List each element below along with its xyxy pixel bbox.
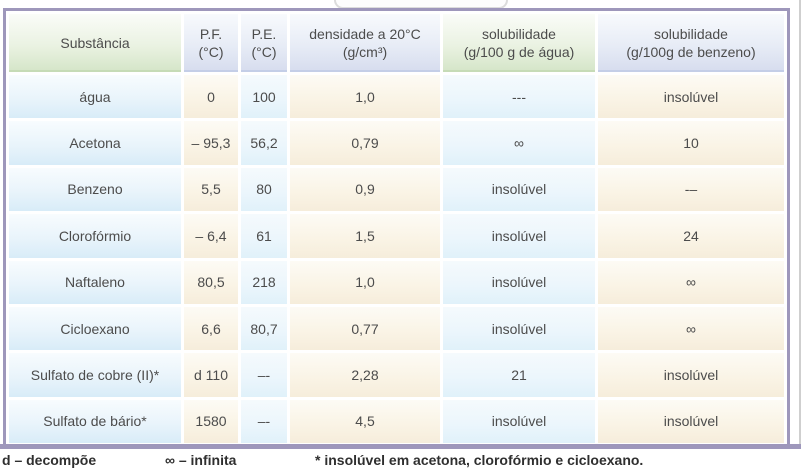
table-row: Benzeno 5,5 80 0,9 insolúvel -– xyxy=(9,167,784,212)
cell-pe: 56,2 xyxy=(241,121,287,165)
cell-pf: 80,5 xyxy=(184,260,238,304)
cell-solubilidade-benzeno: insolúvel xyxy=(598,399,784,443)
table-row: Cicloexano 6,6 80,7 0,77 insolúvel ∞ xyxy=(9,306,784,351)
column-header-label: P.F. xyxy=(199,26,223,42)
cell-pe: 80,7 xyxy=(241,306,287,351)
substance-name: Sulfato de bário* xyxy=(9,399,181,443)
cell-pe: –- xyxy=(241,399,287,443)
cell-solubilidade-agua: insolúvel xyxy=(443,167,595,212)
cell-densidade: 0,9 xyxy=(290,167,440,212)
right-edge-line xyxy=(799,0,801,448)
substance-name: Clorofórmio xyxy=(9,214,181,258)
cell-pf: – 95,3 xyxy=(184,121,238,165)
cell-solubilidade-agua: insolúvel xyxy=(443,260,595,304)
table-row: Acetona – 95,3 56,2 0,79 ∞ 10 xyxy=(9,121,784,165)
cell-solubilidade-agua: insolúvel xyxy=(443,214,595,258)
column-header-pf: P.F. (°C) xyxy=(184,14,238,72)
column-header-unit: (°C) xyxy=(251,44,277,60)
cell-pe: 100 xyxy=(241,75,287,119)
substance-name: Benzeno xyxy=(9,167,181,212)
substance-name: água xyxy=(9,75,181,119)
cell-solubilidade-benzeno: -– xyxy=(598,167,784,212)
table-row: água 0 100 1,0 --- insolúvel xyxy=(9,75,784,119)
column-header-solubilidade-agua: solubilidade (g/100 g de água) xyxy=(443,14,595,72)
cell-solubilidade-agua: 21 xyxy=(443,353,595,397)
legend-infinita: ∞ – infinita xyxy=(165,452,237,468)
header-row: Substância P.F. (°C) P.E. (°C) densidade a 20… xyxy=(9,14,784,72)
cell-densidade: 0,79 xyxy=(290,121,440,165)
cell-densidade: 1,5 xyxy=(290,214,440,258)
table-row: Sulfato de bário* 1580 –- 4,5 insolúvel insol… xyxy=(9,399,784,443)
substance-name: Sulfato de cobre (II)* xyxy=(9,353,181,397)
cell-pe: 80 xyxy=(241,167,287,212)
column-header-label: solubilidade xyxy=(482,26,556,42)
substance-name: Naftaleno xyxy=(9,260,181,304)
column-header-solubilidade-benzeno: solubilidade (g/100g de benzeno) xyxy=(598,14,784,72)
column-header-unit: (g/cm³) xyxy=(342,44,388,60)
column-header-label: solubilidade xyxy=(654,26,728,42)
cell-solubilidade-agua: ∞ xyxy=(443,121,595,165)
cell-pf: 5,5 xyxy=(184,167,238,212)
cell-pe: 218 xyxy=(241,260,287,304)
cell-solubilidade-benzeno: insolúvel xyxy=(598,75,784,119)
column-header-label: densidade a 20°C xyxy=(309,26,421,42)
cell-pe: –- xyxy=(241,353,287,397)
cell-densidade: 4,5 xyxy=(290,399,440,443)
cell-pf: 1580 xyxy=(184,399,238,443)
column-header-label: Substância xyxy=(60,35,130,51)
legend: d – decompõe ∞ – infinita * insolúvel em… xyxy=(2,452,801,468)
column-header-pe: P.E. (°C) xyxy=(241,14,287,72)
cell-densidade: 0,77 xyxy=(290,306,440,351)
column-header-densidade: densidade a 20°C (g/cm³) xyxy=(290,14,440,72)
cell-densidade: 1,0 xyxy=(290,75,440,119)
table-row: Clorofórmio – 6,4 61 1,5 insolúvel 24 xyxy=(9,214,784,258)
cell-pf: d 110 xyxy=(184,353,238,397)
column-header-unit: (g/100g de benzeno) xyxy=(626,44,756,60)
table-row: Naftaleno 80,5 218 1,0 insolúvel ∞ xyxy=(9,260,784,304)
table-row: Sulfato de cobre (II)* d 110 –- 2,28 21 insol… xyxy=(9,353,784,397)
column-header-substancia: Substância xyxy=(9,14,181,72)
cell-pf: – 6,4 xyxy=(184,214,238,258)
column-header-unit: (g/100 g de água) xyxy=(463,44,575,60)
cell-pf: 0 xyxy=(184,75,238,119)
cell-solubilidade-benzeno: ∞ xyxy=(598,306,784,351)
cell-pe: 61 xyxy=(241,214,287,258)
column-header-unit: (°C) xyxy=(198,44,224,60)
cell-solubilidade-agua: --- xyxy=(443,75,595,119)
legend-insoluvel-note: * insolúvel em acetona, clorofórmio e ci… xyxy=(315,452,644,468)
column-header-label: P.E. xyxy=(251,26,277,42)
cell-solubilidade-benzeno: 24 xyxy=(598,214,784,258)
bottom-rule xyxy=(0,444,801,449)
cell-densidade: 2,28 xyxy=(290,353,440,397)
cell-solubilidade-benzeno: 10 xyxy=(598,121,784,165)
substance-properties-table: Substância P.F. (°C) P.E. (°C) densidade a 20… xyxy=(3,8,790,449)
cell-solubilidade-benzeno: ∞ xyxy=(598,260,784,304)
cell-solubilidade-agua: insolúvel xyxy=(443,306,595,351)
cell-densidade: 1,0 xyxy=(290,260,440,304)
substance-name: Acetona xyxy=(9,121,181,165)
substance-name: Cicloexano xyxy=(9,306,181,351)
cell-solubilidade-benzeno: insolúvel xyxy=(598,353,784,397)
properties-table: Substância P.F. (°C) P.E. (°C) densidade a 20… xyxy=(6,11,787,446)
legend-decompoe: d – decompõe xyxy=(2,452,97,468)
cell-pf: 6,6 xyxy=(184,306,238,351)
cell-solubilidade-agua: insolúvel xyxy=(443,399,595,443)
